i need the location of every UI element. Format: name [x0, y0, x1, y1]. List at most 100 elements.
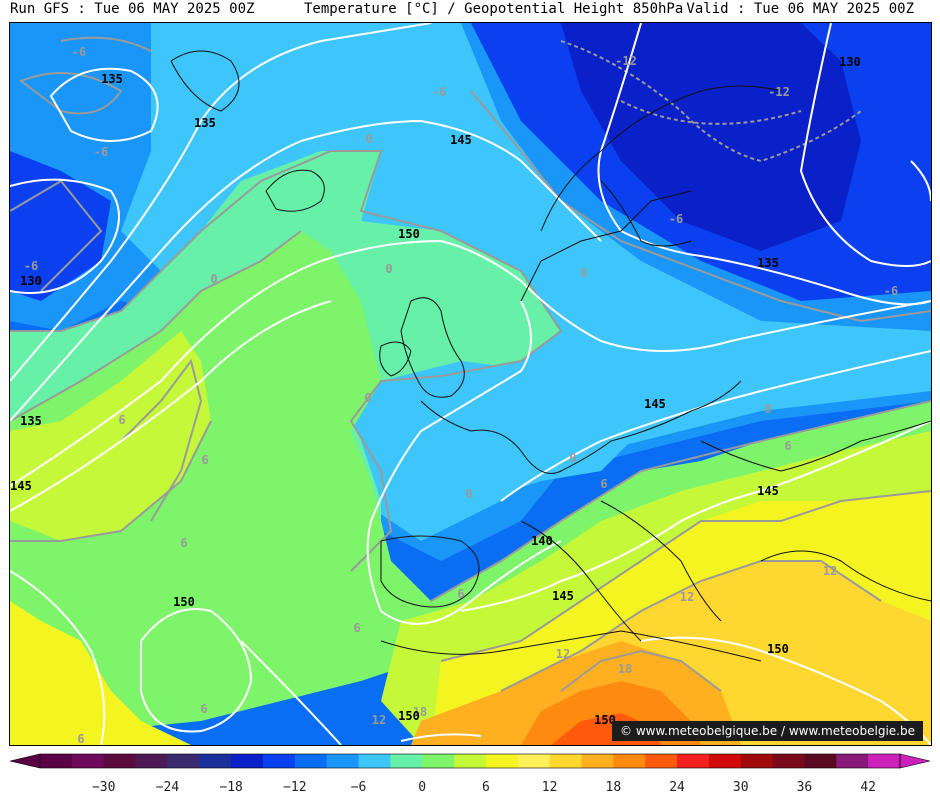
- colorbar-swatch: [40, 754, 73, 768]
- isotherm-label: 0: [210, 272, 217, 286]
- height-label: 145: [450, 133, 472, 147]
- isotherm-label: 6: [201, 453, 208, 467]
- isotherm-label: 0: [365, 132, 372, 146]
- temperature-fields: [10, 23, 931, 745]
- colorbar-tick-label: −6: [350, 780, 367, 795]
- colorbar-swatch: [708, 754, 742, 768]
- colorbar-tick-label: −12: [283, 780, 307, 795]
- colorbar-swatch: [199, 754, 232, 768]
- colorbar-border: [39, 753, 901, 769]
- colorbar-swatch: [772, 754, 805, 768]
- height-contours: [10, 23, 931, 745]
- isotherm-label: 6: [353, 621, 360, 635]
- isotherm-label: 6: [118, 413, 125, 427]
- colorbar-swatch: [358, 754, 391, 768]
- colorbar-tick-label: −18: [219, 780, 243, 795]
- colorbar-tick-label: 18: [605, 780, 622, 795]
- colorbar: [9, 753, 931, 769]
- isotherm-label: -6: [94, 145, 108, 159]
- coastlines: [170, 50, 931, 662]
- colorbar-swatch: [390, 754, 423, 768]
- height-label: 150: [173, 595, 195, 609]
- height-label: 130: [20, 274, 42, 288]
- temperature-labels: -12 -12 -6 -6 -6 -6 -6 -6 0 0 0 0 0 0 0 …: [24, 45, 898, 745]
- height-label: 150: [398, 709, 420, 723]
- colorbar-tick-label: 36: [796, 780, 813, 795]
- isotherm-label: 0: [764, 402, 771, 416]
- isotherm-label: -12: [615, 54, 637, 68]
- colorbar-swatch: [581, 754, 614, 768]
- colorbar-swatch: [262, 754, 296, 768]
- isotherm-label: 12: [823, 564, 837, 578]
- credit-banner[interactable]: © www.meteobelgique.be / www.meteobelgie…: [612, 721, 923, 741]
- height-label: 140: [531, 534, 553, 548]
- isotherm-label: -6: [884, 284, 898, 298]
- isotherm-label: 0: [569, 451, 576, 465]
- isotherm-label: 0: [385, 262, 392, 276]
- colorbar-swatch: [804, 754, 837, 768]
- run-title: Run GFS : Tue 06 MAY 2025 00Z: [10, 1, 255, 17]
- isotherm-label: -6: [669, 212, 683, 226]
- height-labels: 130 130 135 135 135 135 140 145 145 145 …: [10, 55, 861, 727]
- isotherm-label: -12: [768, 85, 790, 99]
- colorbar-swatch: [71, 754, 105, 768]
- isotherm-label: 0: [465, 487, 472, 501]
- isotherm-label: 12: [372, 713, 386, 727]
- colorbar-tick-label: 30: [732, 780, 749, 795]
- height-label: 150: [398, 227, 420, 241]
- colorbar-tick-label: 24: [669, 780, 685, 795]
- isotherm-label: 0: [580, 266, 587, 280]
- isotherm-label: 6: [77, 732, 84, 745]
- colorbar-max-arrow: [899, 753, 931, 769]
- weather-map: -12 -12 -6 -6 -6 -6 -6 -6 0 0 0 0 0 0 0 …: [9, 22, 932, 746]
- isotherm-label: 6: [784, 439, 791, 453]
- isotherm-label: -6: [24, 259, 38, 273]
- isotherm-label: 6: [180, 536, 187, 550]
- colorbar-swatch: [422, 754, 455, 768]
- height-label: 130: [839, 55, 861, 69]
- height-label: 135: [757, 256, 779, 270]
- isotherm-label: 18: [618, 662, 632, 676]
- height-label: 135: [194, 116, 216, 130]
- isotherm-label: 0: [364, 391, 371, 405]
- isotherm-label: -6: [72, 45, 86, 59]
- colorbar-swatch: [294, 754, 328, 768]
- height-label: 150: [594, 713, 616, 727]
- colorbar-tick-label: 42: [860, 780, 876, 795]
- colorbar-swatch: [868, 754, 901, 768]
- height-label: 145: [10, 479, 32, 493]
- colorbar-tick-label: 6: [482, 780, 490, 795]
- colorbar-tick-label: −30: [91, 780, 116, 795]
- colorbar-swatch: [517, 754, 551, 768]
- colorbar-swatch: [167, 754, 200, 768]
- colorbar-swatch: [326, 754, 360, 768]
- colorbar-swatch: [549, 754, 582, 768]
- height-label: 135: [20, 414, 42, 428]
- colorbar-min-arrow: [9, 753, 41, 769]
- colorbar-tick-label: 12: [541, 780, 558, 795]
- colorbar-swatch: [613, 754, 646, 768]
- colorbar-swatch: [740, 754, 774, 768]
- height-label: 135: [101, 72, 123, 86]
- colorbar-tick-label: −24: [155, 780, 180, 795]
- valid-time: Valid : Tue 06 MAY 2025 00Z: [686, 1, 914, 17]
- colorbar-tick-label: 0: [418, 780, 427, 795]
- height-label: 145: [757, 484, 779, 498]
- height-label: 145: [644, 397, 666, 411]
- height-label: 150: [767, 642, 789, 656]
- isotherm-label: 12: [680, 590, 694, 604]
- colorbar-swatch: [103, 754, 137, 768]
- colorbar-swatch: [836, 754, 869, 768]
- isotherm-label: 12: [556, 647, 570, 661]
- colorbar-swatch: [645, 754, 678, 768]
- height-label: 145: [552, 589, 574, 603]
- isotherm-label: 6: [457, 587, 464, 601]
- colorbar-swatch: [677, 754, 710, 768]
- isotherm-label: 6: [200, 702, 207, 716]
- colorbar-swatch: [454, 754, 487, 768]
- map-title: Temperature [°C] / Geopotential Height 8…: [304, 1, 684, 17]
- colorbar-swatches: [9, 753, 931, 769]
- colorbar-swatch: [485, 754, 519, 768]
- colorbar-swatch: [231, 754, 264, 768]
- isotherm-label: -6: [432, 85, 446, 99]
